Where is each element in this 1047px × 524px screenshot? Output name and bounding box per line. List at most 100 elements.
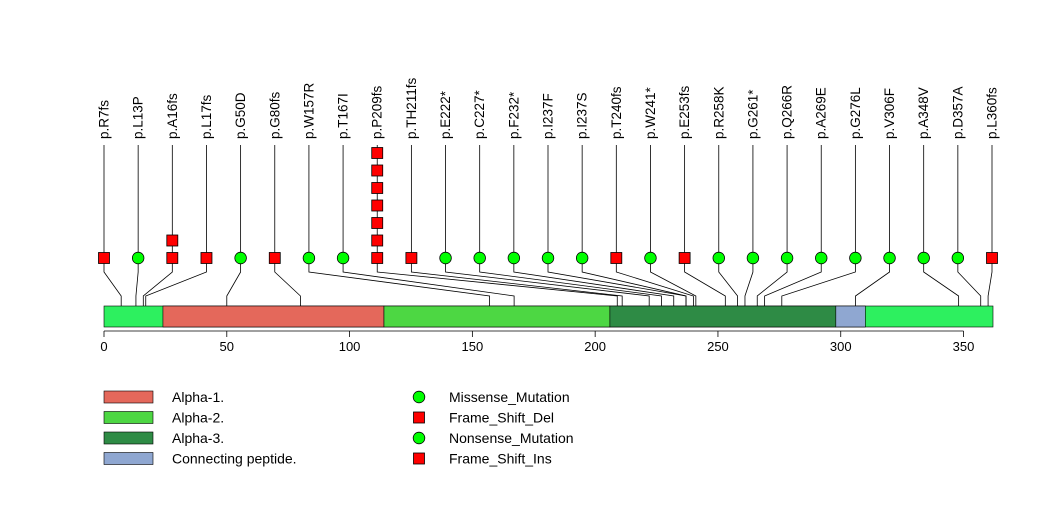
domain-4: [835, 305, 866, 328]
frameshift-marker: [610, 252, 623, 264]
frameshift-marker: [166, 252, 179, 264]
mutation-stem: [308, 145, 490, 327]
stems-layer: [103, 145, 993, 327]
mutation-label: p.A348V: [916, 87, 931, 139]
frameshift-marker: [200, 252, 213, 264]
mutation-stem: [718, 145, 738, 327]
missense-marker: [951, 251, 965, 265]
missense-marker: [302, 251, 316, 265]
mutation-label: p.V306F: [882, 88, 897, 139]
legend-mutation-label: Nonsense_Mutation: [449, 430, 574, 446]
legend-mutation-label: Missense_Mutation: [449, 389, 570, 405]
missense-marker: [507, 251, 521, 265]
mutation-label: p.TH211fs: [404, 77, 419, 139]
mutation-stem: [445, 145, 650, 327]
frameshift-marker: [371, 147, 384, 159]
domain-3: [609, 305, 837, 328]
legend-square-icon: [413, 411, 425, 424]
protein-track: [103, 305, 994, 328]
mutation-stem: [135, 145, 139, 327]
legend-domain-swatch: [103, 452, 154, 465]
missense-marker: [575, 251, 589, 265]
mutation-stem: [103, 145, 122, 327]
mutation-stem: [342, 145, 515, 327]
legend-domain-label: Alpha-2.: [172, 410, 224, 426]
mutation-stem: [410, 145, 623, 327]
mutation-stem: [684, 145, 726, 327]
missense-marker: [234, 251, 247, 265]
missense-marker: [336, 251, 350, 265]
mutation-stem: [987, 145, 993, 327]
missense-marker: [473, 251, 486, 265]
legend-mutation-label: Frame_Shift_Ins: [449, 451, 552, 467]
frameshift-marker: [371, 217, 384, 229]
missense-marker: [131, 251, 145, 265]
legend-domain-label: Connecting peptide.: [172, 451, 297, 467]
mutation-label: p.E253fs: [677, 85, 692, 139]
x-tick-label: 200: [584, 339, 606, 354]
mutation-stem: [781, 145, 856, 327]
mutation-label: p.T240fs: [609, 86, 624, 139]
mutation-label: p.L17fs: [199, 94, 214, 139]
mutation-label: p.G276L: [848, 87, 863, 139]
missense-marker: [917, 251, 930, 265]
mutation-label: p.Q266R: [780, 85, 795, 139]
mutation-label: p.F232*: [506, 91, 521, 139]
mutation-label: p.A269E: [814, 87, 829, 139]
x-tick-label: 100: [339, 339, 361, 354]
missense-marker: [746, 251, 760, 265]
mutation-label: p.L13P: [131, 96, 146, 139]
mutation-label: p.E222*: [438, 90, 453, 139]
mutation-label: p.G50D: [233, 92, 248, 139]
frameshift-marker: [98, 252, 110, 264]
frameshift-marker: [371, 199, 384, 212]
missense-marker: [712, 251, 725, 265]
x-tick-label: 150: [462, 339, 484, 354]
mutation-stem: [581, 145, 687, 327]
mutation-label: p.T167I: [336, 93, 351, 139]
legend-domain-label: Alpha-3.: [172, 430, 224, 446]
frameshift-marker: [371, 252, 384, 264]
missense-marker: [439, 251, 452, 265]
missense-marker: [780, 251, 794, 265]
frameshift-marker: [986, 252, 998, 264]
mutation-label: p.C227*: [472, 89, 487, 139]
mutation-label: p.G261*: [745, 89, 760, 139]
legend-mutation-label: Frame_Shift_Del: [449, 410, 554, 426]
missense-marker: [849, 251, 862, 265]
frameshift-marker: [405, 252, 418, 264]
domain-1: [162, 305, 385, 328]
labels-layer: p.R7fs p.L13P p.A16fs p.L17fs p.G50D p.G80fs p…: [97, 77, 1000, 139]
frameshift-marker: [371, 164, 384, 177]
legend-circle-icon: [412, 390, 426, 404]
x-tick-label: 350: [953, 339, 975, 354]
mutation-stem: [274, 145, 301, 327]
frameshift-marker: [371, 234, 384, 247]
mutation-label: p.P209fs: [370, 85, 385, 139]
mutation-label: p.W241*: [643, 86, 658, 139]
mutation-label: p.D357A: [950, 86, 965, 139]
mutation-stem: [957, 145, 982, 327]
mutation-stem: [756, 145, 788, 327]
mutation-stem: [855, 145, 890, 327]
frameshift-marker: [371, 182, 384, 194]
mutation-label: p.L360fs: [985, 87, 1000, 139]
mutation-stem: [513, 145, 675, 327]
mutation-stem: [376, 145, 618, 327]
legend-domain-swatch: [103, 411, 154, 424]
mutation-label: p.A16fs: [165, 93, 180, 139]
x-tick-label: 300: [830, 339, 852, 354]
mutation-label: p.I237S: [575, 92, 590, 139]
missense-marker: [883, 251, 896, 265]
legend-domain-swatch: [103, 431, 154, 445]
frameshift-marker: [268, 252, 281, 264]
x-tick-label: 250: [707, 339, 729, 354]
markers-layer: [98, 147, 998, 265]
missense-marker: [815, 251, 828, 265]
mutation-stem: [650, 145, 697, 327]
mutation-label: p.W157R: [301, 82, 316, 139]
mutation-stem: [479, 145, 662, 327]
legend: Alpha-1. Alpha-2. Alpha-3. Connecting pepti…: [103, 389, 574, 467]
mutation-label: p.R7fs: [97, 100, 112, 139]
legend-domain-swatch: [103, 390, 154, 404]
